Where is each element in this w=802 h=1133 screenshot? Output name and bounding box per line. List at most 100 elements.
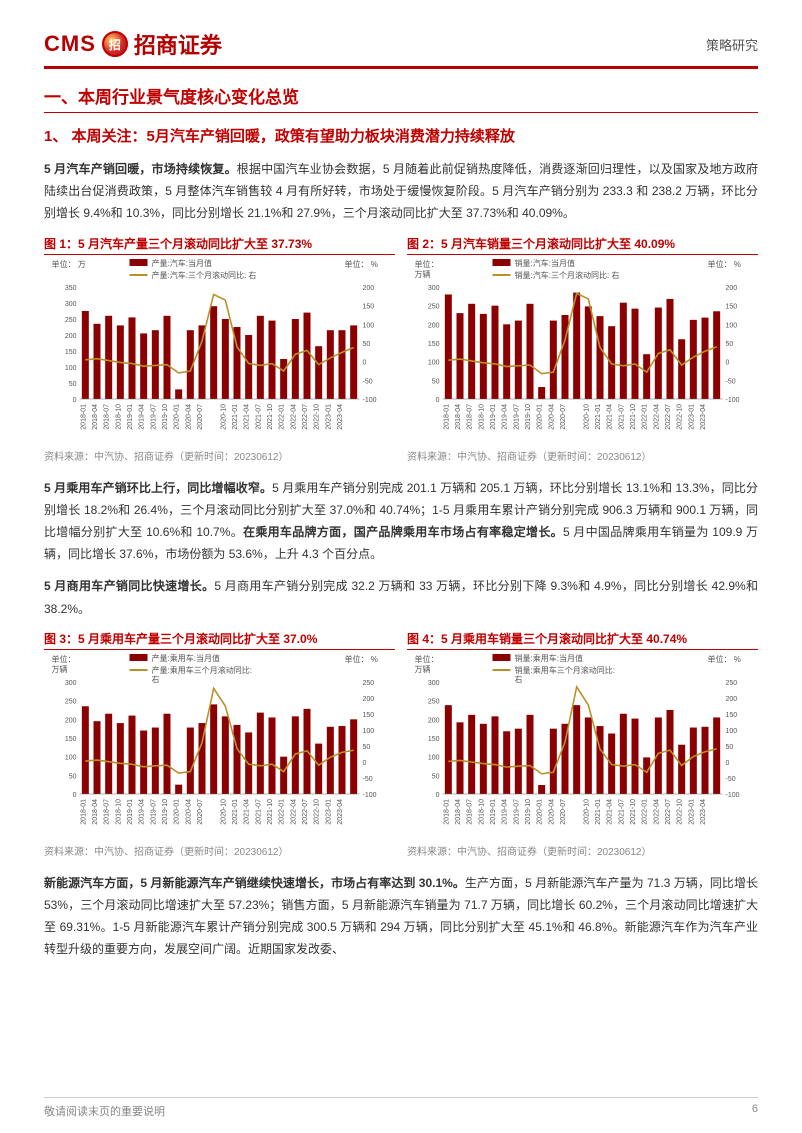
svg-text:150: 150 bbox=[726, 303, 738, 310]
chart-2-title: 图 2：5 月汽车销量三个月滚动同比扩大至 40.09% bbox=[407, 235, 758, 255]
page-footer: 敬请阅读末页的重要说明 6 bbox=[44, 1097, 758, 1119]
svg-text:2022-07: 2022-07 bbox=[302, 799, 309, 825]
svg-text:2021-01: 2021-01 bbox=[232, 799, 239, 825]
svg-text:2022-01: 2022-01 bbox=[279, 799, 286, 825]
svg-text:2020-10: 2020-10 bbox=[220, 799, 227, 825]
chart-3-source: 资料来源：中汽协、招商证券（更新时间：20230612） bbox=[44, 843, 395, 858]
svg-text:-100: -100 bbox=[726, 397, 740, 404]
svg-text:2018-07: 2018-07 bbox=[104, 799, 111, 825]
svg-text:2022-04: 2022-04 bbox=[290, 403, 297, 429]
svg-text:300: 300 bbox=[65, 301, 77, 308]
svg-text:200: 200 bbox=[428, 717, 440, 724]
svg-text:250: 250 bbox=[428, 303, 440, 310]
chart-4-svg: 销量:乘用车:当月值销量:乘用车三个月滚动同比:右单位：万辆单位： %05010… bbox=[407, 652, 758, 842]
svg-text:2020-04: 2020-04 bbox=[548, 403, 555, 429]
svg-text:200: 200 bbox=[65, 717, 77, 724]
brand: CMS 招 招商证券 bbox=[44, 28, 222, 60]
svg-text:-50: -50 bbox=[363, 378, 373, 385]
svg-text:2021-04: 2021-04 bbox=[607, 403, 614, 429]
svg-text:2023-01: 2023-01 bbox=[688, 403, 695, 429]
svg-text:0: 0 bbox=[726, 760, 730, 767]
heading-1: 一、本周行业景气度核心变化总览 bbox=[44, 83, 758, 113]
svg-text:2020-04: 2020-04 bbox=[185, 799, 192, 825]
p2-bold2: 在乘用车品牌方面，国产品牌乘用车市场占有率稳定增长。 bbox=[243, 525, 563, 539]
svg-text:2021-01: 2021-01 bbox=[595, 799, 602, 825]
svg-text:300: 300 bbox=[428, 285, 440, 292]
chart-row-1: 图 1：5 月汽车产量三个月滚动同比扩大至 37.73% 产量:汽车:当月值产量… bbox=[44, 235, 758, 473]
svg-text:单位： %: 单位： % bbox=[708, 654, 741, 664]
svg-text:2019-04: 2019-04 bbox=[139, 799, 146, 825]
chart-1-source: 资料来源：中汽协、招商证券（更新时间：20230612） bbox=[44, 448, 395, 463]
svg-text:50: 50 bbox=[69, 381, 77, 388]
brand-en: CMS bbox=[44, 31, 96, 57]
paragraph-2: 5 月乘用车产销环比上行，同比增幅收窄。5 月乘用车产销分别完成 201.1 万… bbox=[44, 477, 758, 566]
svg-text:2019-01: 2019-01 bbox=[490, 799, 497, 825]
svg-text:100: 100 bbox=[65, 365, 77, 372]
svg-text:右: 右 bbox=[152, 674, 160, 684]
svg-text:2020-10: 2020-10 bbox=[220, 403, 227, 429]
svg-text:0: 0 bbox=[73, 397, 77, 404]
svg-text:2019-01: 2019-01 bbox=[127, 799, 134, 825]
svg-text:150: 150 bbox=[428, 736, 440, 743]
svg-text:2019-04: 2019-04 bbox=[502, 403, 509, 429]
chart-3-svg: 产量:乘用车:当月值产量:乘用车三个月滚动同比:右单位：万辆单位： %05010… bbox=[44, 652, 395, 842]
svg-text:2018-04: 2018-04 bbox=[455, 403, 462, 429]
svg-text:150: 150 bbox=[65, 736, 77, 743]
svg-text:万辆: 万辆 bbox=[415, 269, 431, 279]
svg-text:2018-07: 2018-07 bbox=[467, 799, 474, 825]
svg-text:250: 250 bbox=[65, 317, 77, 324]
svg-text:2019-04: 2019-04 bbox=[502, 799, 509, 825]
chart-cell-4: 图 4：5 月乘用车销量三个月滚动同比扩大至 40.74% 销量:乘用车:当月值… bbox=[407, 630, 758, 868]
svg-text:0: 0 bbox=[363, 359, 367, 366]
brand-logo-icon: 招 bbox=[102, 31, 128, 57]
svg-text:100: 100 bbox=[428, 754, 440, 761]
svg-text:0: 0 bbox=[436, 397, 440, 404]
chart-2-source: 资料来源：中汽协、招商证券（更新时间：20230612） bbox=[407, 448, 758, 463]
chart-4-title: 图 4：5 月乘用车销量三个月滚动同比扩大至 40.74% bbox=[407, 630, 758, 650]
svg-text:2023-04: 2023-04 bbox=[700, 799, 707, 825]
svg-text:2022-10: 2022-10 bbox=[677, 403, 684, 429]
svg-text:2020-01: 2020-01 bbox=[537, 799, 544, 825]
svg-text:2018-10: 2018-10 bbox=[115, 403, 122, 429]
chart-2-svg: 销量:汽车:当月值销量:汽车:三个月滚动同比: 右单位：万辆单位： %05010… bbox=[407, 257, 758, 447]
svg-text:2019-07: 2019-07 bbox=[513, 403, 520, 429]
svg-text:2020-01: 2020-01 bbox=[174, 403, 181, 429]
svg-text:2022-10: 2022-10 bbox=[314, 403, 321, 429]
svg-text:200: 200 bbox=[363, 285, 375, 292]
svg-text:50: 50 bbox=[363, 341, 371, 348]
footer-disclaimer: 敬请阅读末页的重要说明 bbox=[44, 1103, 165, 1119]
svg-text:2021-10: 2021-10 bbox=[630, 799, 637, 825]
p1-bold: 5 月汽车产销回暖，市场持续恢复。 bbox=[44, 162, 237, 176]
svg-text:50: 50 bbox=[432, 773, 440, 780]
svg-text:2018-07: 2018-07 bbox=[104, 403, 111, 429]
svg-text:0: 0 bbox=[726, 359, 730, 366]
chart-4-source: 资料来源：中汽协、招商证券（更新时间：20230612） bbox=[407, 843, 758, 858]
svg-text:单位： %: 单位： % bbox=[708, 259, 741, 269]
svg-text:2023-04: 2023-04 bbox=[337, 403, 344, 429]
chart-1-title: 图 1：5 月汽车产量三个月滚动同比扩大至 37.73% bbox=[44, 235, 395, 255]
svg-text:100: 100 bbox=[726, 728, 738, 735]
svg-text:300: 300 bbox=[428, 680, 440, 687]
svg-text:200: 200 bbox=[363, 696, 375, 703]
svg-text:200: 200 bbox=[428, 322, 440, 329]
svg-text:2020-04: 2020-04 bbox=[548, 799, 555, 825]
svg-text:2019-07: 2019-07 bbox=[513, 799, 520, 825]
svg-text:0: 0 bbox=[73, 792, 77, 799]
svg-text:50: 50 bbox=[726, 744, 734, 751]
svg-text:2022-01: 2022-01 bbox=[642, 403, 649, 429]
svg-text:2022-07: 2022-07 bbox=[665, 799, 672, 825]
svg-text:2018-01: 2018-01 bbox=[80, 403, 87, 429]
svg-text:产量:汽车:三个月滚动同比: 右: 产量:汽车:三个月滚动同比: 右 bbox=[152, 270, 257, 280]
svg-text:2021-04: 2021-04 bbox=[244, 403, 251, 429]
svg-text:万辆: 万辆 bbox=[52, 664, 68, 674]
svg-text:2021-10: 2021-10 bbox=[630, 403, 637, 429]
svg-text:150: 150 bbox=[65, 349, 77, 356]
svg-text:单位：: 单位： bbox=[415, 259, 439, 269]
svg-text:2018-10: 2018-10 bbox=[478, 403, 485, 429]
chart-cell-1: 图 1：5 月汽车产量三个月滚动同比扩大至 37.73% 产量:汽车:当月值产量… bbox=[44, 235, 395, 473]
svg-text:300: 300 bbox=[65, 680, 77, 687]
svg-text:2019-10: 2019-10 bbox=[525, 403, 532, 429]
svg-text:2018-10: 2018-10 bbox=[115, 799, 122, 825]
svg-text:销量:汽车:三个月滚动同比: 右: 销量:汽车:三个月滚动同比: 右 bbox=[515, 270, 620, 280]
svg-text:100: 100 bbox=[363, 322, 375, 329]
